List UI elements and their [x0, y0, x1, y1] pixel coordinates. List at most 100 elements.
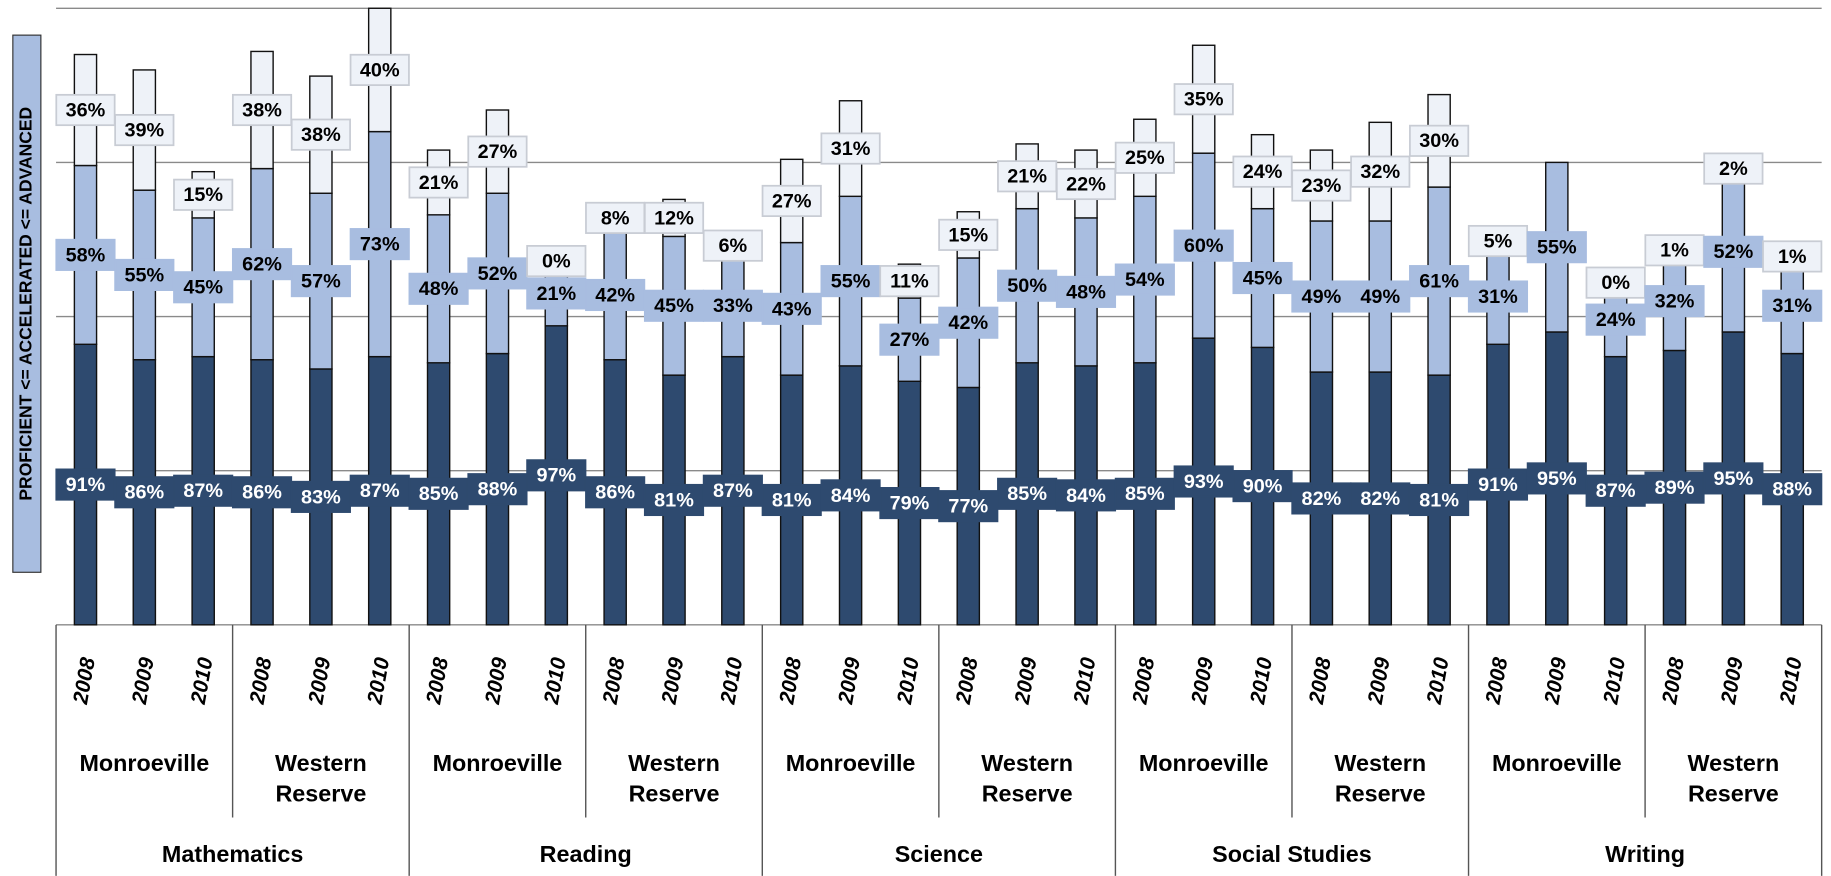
value-label: 12% [654, 207, 694, 229]
value-label-box [938, 218, 999, 251]
x-tick-label: 2009 [304, 655, 335, 706]
value-label-box [1350, 155, 1411, 188]
value-label: 82% [1360, 488, 1400, 510]
value-label: 55% [124, 264, 164, 286]
value-label: 21% [419, 172, 459, 194]
value-label: 84% [831, 485, 871, 507]
value-label: 33% [713, 295, 753, 317]
district-label: Monroeville [79, 750, 209, 776]
subject-label: Social Studies [1212, 841, 1372, 867]
value-label: 38% [301, 124, 341, 146]
district-label-line: Reserve [982, 780, 1073, 806]
value-label-box [761, 184, 822, 218]
value-label-box [1350, 280, 1411, 313]
value-label: 54% [1125, 269, 1165, 291]
value-label-box [290, 480, 351, 513]
value-label: 87% [713, 480, 753, 502]
value-label: 91% [1478, 474, 1518, 496]
value-label-box [1703, 462, 1764, 495]
value-label-box [585, 201, 646, 234]
value-label: 6% [719, 235, 748, 257]
x-tick-label: 2009 [1717, 655, 1748, 706]
district-label: Monroeville [786, 750, 916, 776]
x-tick-label: 2009 [658, 655, 689, 706]
value-label: 23% [1302, 175, 1342, 197]
x-tick-label: 2010 [1246, 655, 1277, 706]
value-label: 95% [1714, 468, 1754, 490]
value-label-box [1526, 231, 1587, 264]
value-label: 87% [183, 480, 223, 502]
x-tick-label: 2010 [1069, 655, 1100, 706]
value-label-box [408, 272, 469, 305]
value-label: 55% [831, 271, 871, 293]
value-label: 86% [242, 482, 282, 504]
value-label: 52% [1714, 241, 1754, 263]
subject-label: Mathematics [162, 841, 303, 867]
value-label-box [231, 476, 293, 509]
value-label-box [526, 459, 587, 492]
value-label: 21% [1007, 166, 1047, 188]
value-label: 57% [301, 271, 341, 293]
value-label-box [1585, 303, 1646, 336]
value-label-box [408, 166, 469, 199]
value-label-box [585, 278, 646, 312]
district-label: Western Reserve [1334, 750, 1426, 806]
value-label-box [231, 248, 293, 281]
value-label-box [702, 474, 763, 507]
value-label: 27% [478, 141, 518, 163]
x-tick-label: 2010 [540, 655, 571, 706]
y-label-box [12, 34, 42, 573]
value-label: 82% [1302, 488, 1342, 510]
value-label: 77% [948, 496, 988, 518]
district-label-line: Western [1688, 750, 1780, 776]
value-label: 22% [1066, 173, 1106, 195]
x-tick-label: 2009 [1011, 655, 1042, 706]
value-label-box [879, 265, 940, 298]
value-label: 8% [601, 207, 630, 229]
x-tick-label: 2009 [1364, 655, 1395, 706]
value-label: 21% [536, 283, 576, 305]
value-label-box [1644, 471, 1705, 504]
value-label: 40% [360, 59, 400, 81]
x-tick-label: 2010 [363, 655, 394, 706]
x-tick-label: 2010 [187, 655, 218, 706]
value-label: 25% [1125, 147, 1165, 169]
value-label: 60% [1184, 235, 1224, 257]
value-label: 42% [595, 284, 635, 306]
value-label-box [702, 229, 763, 262]
value-label: 83% [301, 486, 341, 508]
value-label-box [1055, 479, 1117, 512]
value-label-box [349, 474, 410, 507]
x-tick-label: 2009 [1540, 655, 1571, 706]
district-label-line: Reserve [1688, 780, 1779, 806]
value-label: 24% [1243, 161, 1283, 183]
value-label: 42% [948, 312, 988, 334]
value-label-box [290, 265, 351, 298]
value-label-box [467, 135, 528, 168]
value-label: 87% [1596, 480, 1636, 502]
value-label-box [820, 132, 881, 165]
value-label: 31% [831, 138, 871, 160]
value-label: 0% [542, 250, 571, 272]
value-label: 24% [1596, 309, 1636, 331]
value-label: 31% [1772, 295, 1812, 317]
value-label-box [1467, 224, 1529, 258]
value-label-box [1762, 289, 1823, 322]
district-label-line: Reserve [629, 780, 720, 806]
value-label-box [938, 306, 999, 339]
district-label: Monroeville [1492, 750, 1622, 776]
value-label: 49% [1360, 286, 1400, 308]
value-label: 91% [66, 474, 106, 496]
value-label: 87% [360, 480, 400, 502]
value-label-box [879, 323, 940, 356]
x-tick-label: 2008 [1128, 655, 1159, 706]
district-label-line: Western [1334, 750, 1426, 776]
value-label-box [1291, 482, 1352, 515]
x-tick-label: 2008 [952, 655, 983, 706]
value-label-box [290, 118, 351, 151]
value-label-box [1173, 465, 1234, 498]
value-label-box [997, 160, 1058, 193]
value-label: 31% [1478, 286, 1518, 308]
value-label: 2% [1719, 158, 1748, 180]
